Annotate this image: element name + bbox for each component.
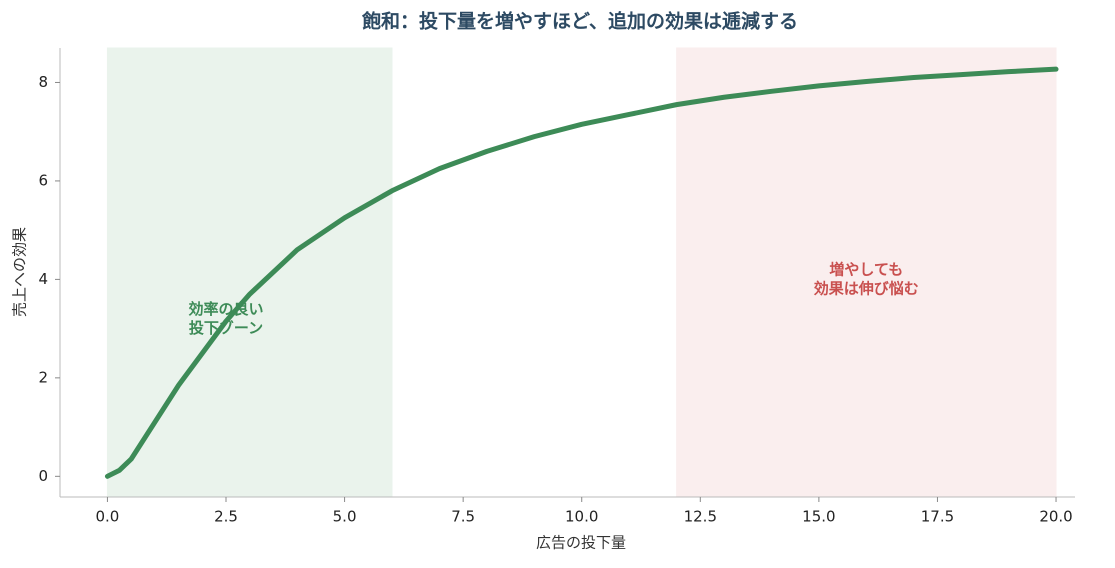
- y-tick-label: 4: [38, 270, 48, 288]
- x-tick-label: 5.0: [333, 508, 357, 526]
- x-tick-label: 0.0: [96, 508, 120, 526]
- x-tick-label: 2.5: [214, 508, 238, 526]
- x-tick-label: 12.5: [684, 508, 717, 526]
- y-tick-label: 2: [38, 368, 48, 386]
- chart-title: 飽和：投下量を増やすほど、追加の効果は逓減する: [361, 10, 798, 33]
- x-axis-label: 広告の投下量: [536, 534, 626, 552]
- y-tick-label: 0: [38, 467, 48, 485]
- annotation: 効果は伸び悩む: [814, 279, 919, 297]
- annotation: 効率の良い: [188, 300, 263, 318]
- y-tick-label: 6: [38, 171, 48, 189]
- x-tick-label: 10.0: [565, 508, 598, 526]
- annotation: 投下ゾーン: [189, 319, 263, 337]
- data-line: [104, 66, 1059, 479]
- y-axis-label: 売上への効果: [11, 227, 29, 317]
- x-tick-label: 20.0: [1039, 508, 1072, 526]
- x-tick-label: 15.0: [802, 508, 835, 526]
- annotation: 増やしても: [829, 260, 903, 278]
- x-tick-label: 7.5: [451, 508, 475, 526]
- y-tick-label: 8: [38, 73, 48, 91]
- x-tick-label: 17.5: [921, 508, 954, 526]
- shaded-region: [676, 47, 1057, 498]
